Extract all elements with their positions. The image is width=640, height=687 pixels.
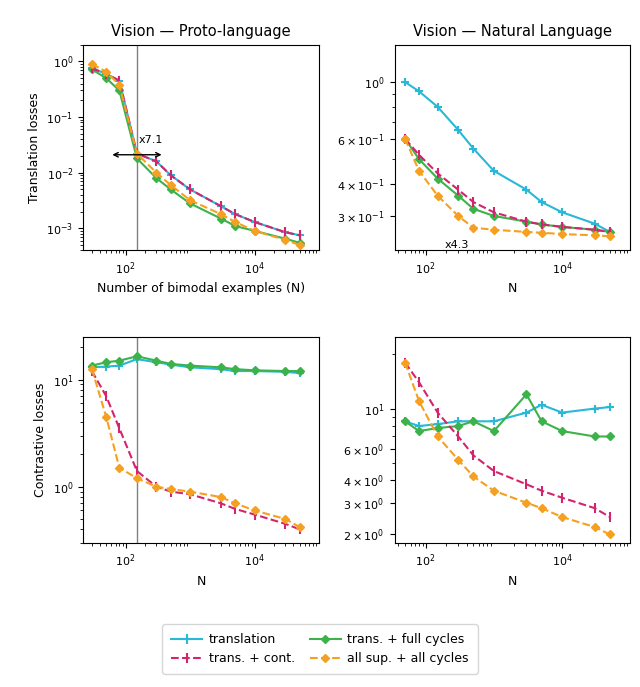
Title: Vision — Proto-language: Vision — Proto-language	[111, 24, 291, 39]
Text: x7.1: x7.1	[139, 135, 163, 146]
Y-axis label: Contrastive losses: Contrastive losses	[35, 383, 47, 497]
X-axis label: N: N	[508, 282, 517, 295]
Title: Vision — Natural Language: Vision — Natural Language	[413, 24, 612, 39]
X-axis label: Number of bimodal examples (N): Number of bimodal examples (N)	[97, 282, 305, 295]
Y-axis label: Translation losses: Translation losses	[28, 92, 41, 203]
X-axis label: N: N	[196, 574, 206, 587]
X-axis label: N: N	[508, 574, 517, 587]
Text: x4.3: x4.3	[445, 240, 469, 250]
Legend: translation, trans. + cont., trans. + full cycles, all sup. + all cycles: translation, trans. + cont., trans. + fu…	[163, 624, 477, 674]
